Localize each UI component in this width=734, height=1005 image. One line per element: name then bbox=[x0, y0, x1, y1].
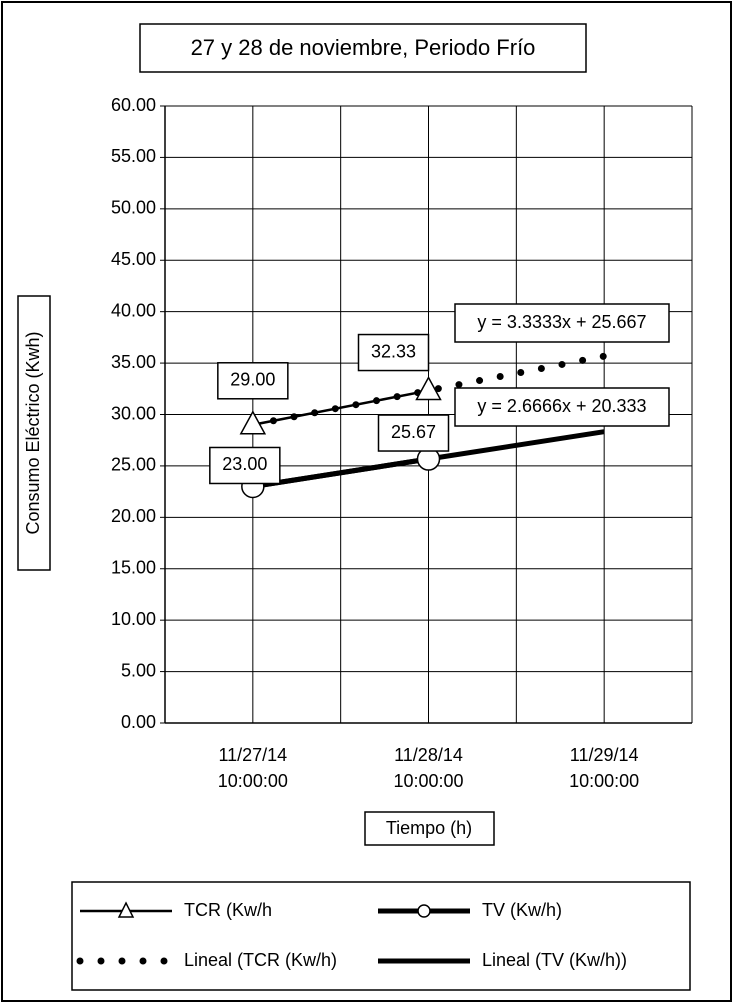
y-tick-label: 0.00 bbox=[121, 712, 156, 732]
data-label-box bbox=[217, 362, 289, 400]
marker bbox=[239, 410, 267, 435]
legend-marker bbox=[417, 904, 431, 918]
x-axis-label: Tiempo (h) bbox=[386, 818, 472, 838]
data-label-box bbox=[209, 446, 281, 485]
legend-label: TCR (Kw/h bbox=[184, 900, 272, 920]
y-tick-label: 10.00 bbox=[111, 609, 156, 629]
data-label: 32.33 bbox=[371, 341, 416, 361]
y-tick-label: 20.00 bbox=[111, 506, 156, 526]
series-line bbox=[252, 389, 429, 427]
legend-marker bbox=[117, 901, 135, 918]
chart-title: 27 y 28 de noviembre, Periodo Frío bbox=[191, 35, 536, 60]
data-label-box bbox=[357, 333, 430, 372]
data-label: 25.67 bbox=[391, 422, 436, 442]
y-tick-label: 50.00 bbox=[111, 198, 156, 218]
y-tick-label: 15.00 bbox=[111, 558, 156, 578]
legend-box bbox=[71, 881, 691, 991]
marker bbox=[415, 375, 442, 401]
legend-label: Lineal (TV (Kw/h)) bbox=[482, 950, 627, 970]
x-label-box bbox=[364, 811, 495, 846]
y-tick-label: 35.00 bbox=[111, 352, 156, 372]
y-label-box bbox=[17, 295, 51, 571]
y-tick-label: 55.00 bbox=[111, 146, 156, 166]
series-line bbox=[252, 456, 429, 489]
title-box bbox=[139, 23, 587, 73]
y-tick-label: 45.00 bbox=[111, 249, 156, 269]
data-label: 29.00 bbox=[230, 370, 275, 390]
y-axis-label: Consumo Eléctrico (Kwh) bbox=[23, 331, 43, 534]
x-tick-label: 11/28/14 10:00:00 bbox=[393, 745, 464, 791]
annotation-box bbox=[454, 387, 670, 427]
x-tick-label: 11/27/14 10:00:00 bbox=[217, 745, 288, 791]
annotation: y = 2.6666x + 20.333 bbox=[477, 396, 646, 416]
y-tick-label: 30.00 bbox=[111, 403, 156, 423]
y-tick-label: 60.00 bbox=[111, 95, 156, 115]
data-label: 23.00 bbox=[222, 454, 267, 474]
legend-label: Lineal (TCR (Kw/h) bbox=[184, 950, 337, 970]
x-tick-label: 11/29/14 10:00:00 bbox=[569, 745, 640, 791]
annotation-box bbox=[454, 303, 670, 343]
data-label-box bbox=[377, 414, 450, 452]
legend-label: TV (Kw/h) bbox=[482, 900, 562, 920]
y-tick-label: 40.00 bbox=[111, 300, 156, 320]
y-tick-label: 5.00 bbox=[121, 660, 156, 680]
y-tick-label: 25.00 bbox=[111, 455, 156, 475]
annotation: y = 3.3333x + 25.667 bbox=[477, 312, 646, 332]
